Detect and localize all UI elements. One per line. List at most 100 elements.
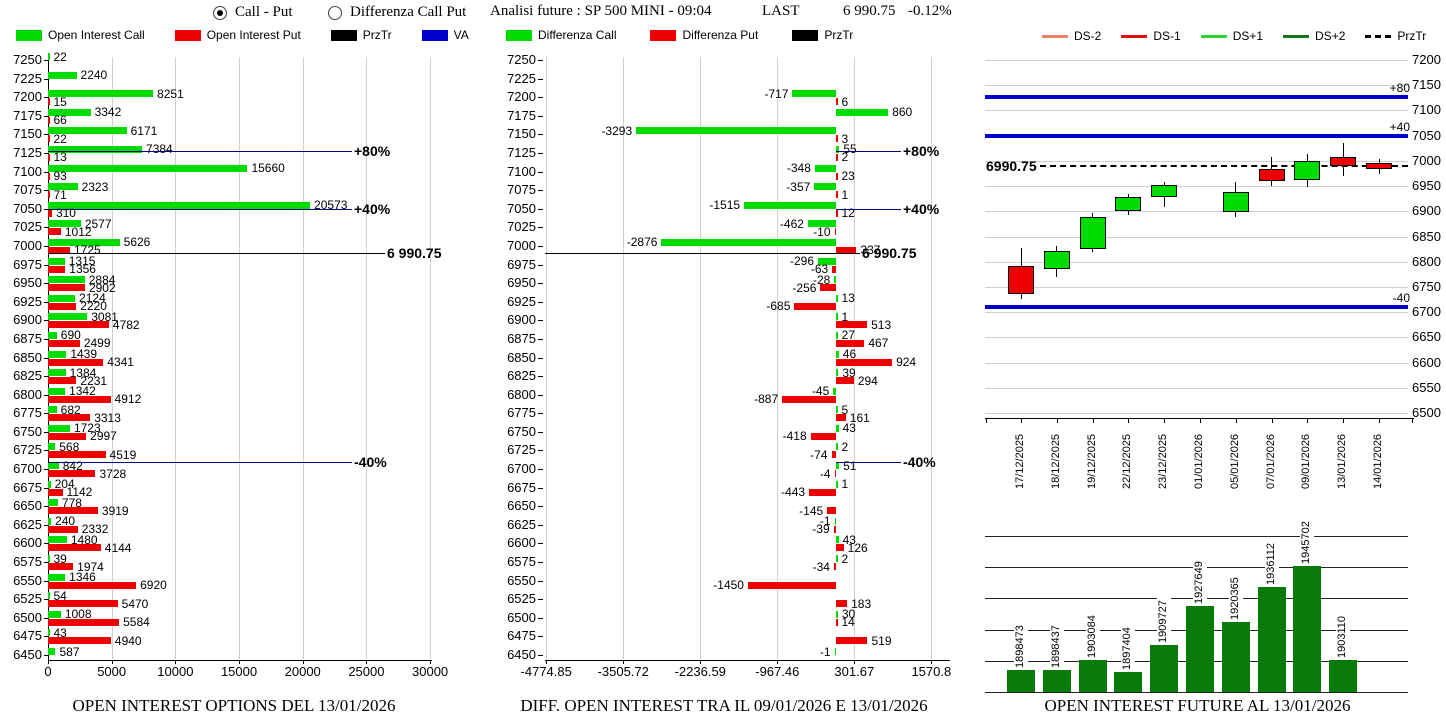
- strike-label: 6500: [507, 609, 536, 625]
- axis-tick: [538, 60, 543, 61]
- va-line-label: -40: [1392, 291, 1410, 306]
- axis-tick: [1021, 418, 1022, 423]
- x-tick-label: 1570.8: [911, 664, 952, 679]
- call-bar: [836, 313, 838, 321]
- strike-label: 6750: [507, 423, 536, 439]
- axis-tick: [48, 660, 49, 664]
- bar-value-label: 1439: [70, 347, 98, 361]
- call-bar: [807, 220, 836, 228]
- strike-label: 6600: [13, 535, 42, 551]
- bar-value-label: 1725: [73, 243, 101, 258]
- call-bar: [836, 462, 840, 470]
- axis-tick: [538, 171, 543, 173]
- legend-label: DS+2: [1315, 29, 1346, 43]
- bar-value-label: 1008: [64, 607, 92, 622]
- future-oi-bar: [1150, 645, 1179, 692]
- call-bar: [48, 517, 52, 525]
- grid-line-h: [985, 160, 1408, 162]
- bar-value-label: 568: [59, 439, 80, 454]
- axis-tick: [538, 636, 543, 638]
- legend-label: VA: [453, 28, 469, 42]
- put-bar: [48, 451, 106, 459]
- strike-label: 7125: [13, 144, 42, 160]
- x-tick-label: -4774.85: [520, 664, 572, 679]
- call-bar: [48, 220, 81, 228]
- bar-value-label: 1898437: [1049, 620, 1064, 668]
- va-line-label: -40%: [903, 453, 936, 470]
- strike-label: 7250: [13, 52, 42, 67]
- bar-value-label: 467: [868, 336, 889, 351]
- axis-tick: [1200, 418, 1201, 423]
- call-bar: [48, 108, 91, 116]
- przt-line-label: 6 990.75: [387, 244, 442, 261]
- bar-value-label: -1515: [709, 198, 741, 213]
- legend-item-differenza-put: Differenza Put: [650, 28, 758, 42]
- legend-label: DS-2: [1074, 29, 1102, 43]
- date-label: 19/12/2025: [1085, 433, 1098, 489]
- put-bar: [836, 637, 868, 645]
- radio-call-put[interactable]: Call - Put: [213, 4, 293, 21]
- axis-tick: [538, 301, 543, 303]
- x-tick-label: -3505.72: [597, 664, 649, 679]
- call-bar: [48, 555, 50, 563]
- grid-line-v: [366, 57, 368, 660]
- legend-line-icon: [1121, 34, 1148, 38]
- date-label: 05/01/2026: [1228, 433, 1241, 489]
- radio-differenza-call-put[interactable]: Differenza Call Put: [328, 4, 466, 21]
- axis-tick: [538, 208, 543, 210]
- bar-value-label: 337: [860, 243, 881, 258]
- axis-tick: [1235, 418, 1237, 423]
- radio-differenza-circle-icon[interactable]: [328, 5, 342, 20]
- bar-value-label: 3: [841, 131, 849, 146]
- legend-item-open-interest-put: Open Interest Put: [174, 28, 301, 42]
- grid-line-h: [985, 387, 1408, 389]
- y-tick-label: 6750: [1412, 278, 1441, 294]
- call-bar: [48, 294, 76, 302]
- axis-tick: [538, 245, 543, 247]
- legend-line-icon: [1283, 34, 1310, 38]
- strike-label: 6925: [507, 293, 536, 309]
- legend-swatch-icon: [506, 29, 532, 41]
- axis-tick: [175, 660, 177, 664]
- legend-label: Open Interest Put: [206, 28, 301, 42]
- radio-call-put-circle-icon[interactable]: [213, 5, 227, 20]
- bar-value-label: 4782: [112, 317, 140, 332]
- candle-up: [1151, 185, 1178, 198]
- call-bar: [48, 201, 311, 209]
- call-bar: [48, 387, 66, 395]
- strike-label: 6450: [13, 647, 42, 662]
- future-oi-bar: [1221, 621, 1250, 692]
- call-bar: [48, 183, 78, 191]
- bar-value-label: 14: [841, 615, 855, 630]
- candle-down: [1330, 156, 1357, 166]
- bar-value-label: 43: [842, 532, 856, 547]
- put-bar: [836, 209, 838, 217]
- y-tick-label: 7000: [1412, 152, 1441, 168]
- put-bar: [48, 395, 111, 403]
- put-bar: [48, 228, 61, 236]
- legend-item-ds-1: DS-1: [1121, 29, 1181, 43]
- bar-value-label: -685: [766, 299, 791, 314]
- call-bar: [48, 53, 50, 60]
- call-bar: [836, 555, 838, 563]
- call-bar: [744, 201, 836, 209]
- put-bar: [836, 600, 848, 608]
- x-tick-label: 25000: [348, 664, 385, 679]
- bar-value-label: 3313: [94, 410, 121, 425]
- bar-value-label: -296: [790, 254, 815, 269]
- bar-value-label: -3293: [601, 123, 633, 138]
- candle-down: [1258, 168, 1285, 181]
- candle-up: [1222, 192, 1249, 213]
- bar-value-label: 27: [841, 328, 855, 343]
- legend-swatch-icon: [174, 29, 201, 41]
- put-bar: [836, 358, 893, 366]
- title-oi-options: OPEN INTEREST OPTIONS DEL 13/01/2026: [72, 696, 396, 715]
- put-bar: [836, 246, 857, 254]
- call-bar: [48, 406, 57, 414]
- axis-tick: [44, 580, 49, 582]
- axis-tick: [538, 543, 543, 545]
- strike-label: 6700: [507, 461, 536, 477]
- bar-value-label: 1897404: [1121, 623, 1136, 671]
- bar-value-label: 2332: [81, 522, 109, 537]
- y-tick-label: 6800: [1412, 253, 1441, 269]
